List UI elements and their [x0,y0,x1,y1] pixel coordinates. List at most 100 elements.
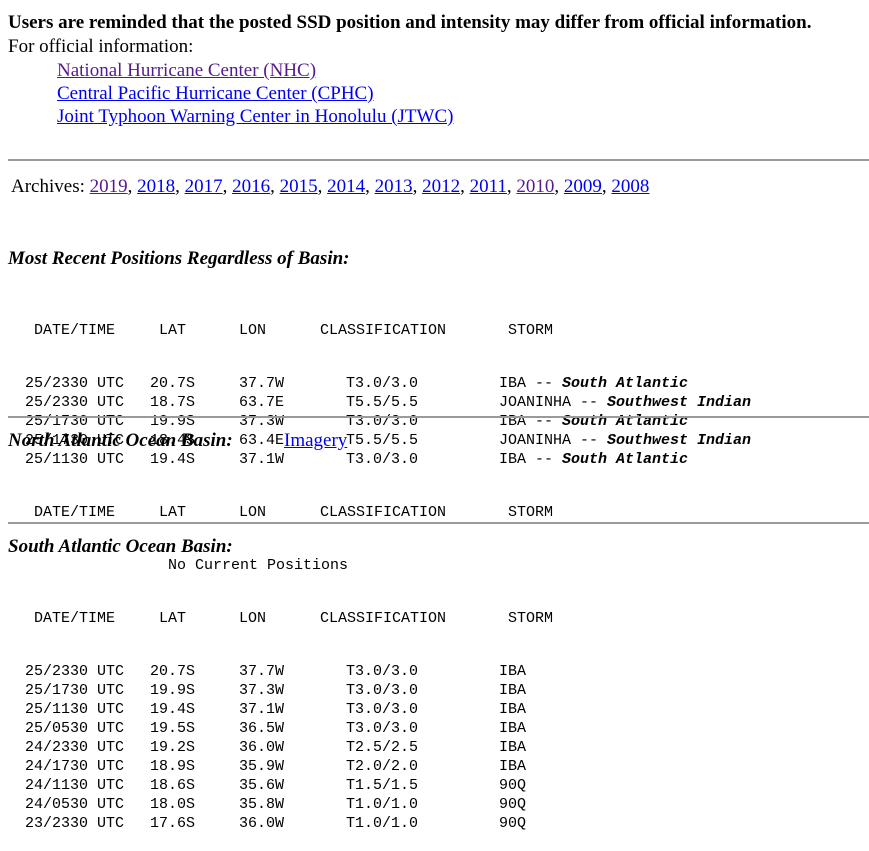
storm-name: 90Q [499,796,527,813]
archive-year-link[interactable]: 2012 [422,176,461,197]
classification-cell: T3.0/3.0 [346,682,419,699]
col-lon-header: LON [239,610,267,627]
datetime-cell: 25/0530 UTC [25,720,125,737]
imagery-link[interactable]: Imagery [284,430,348,451]
lat-cell: 19.2S [150,739,196,756]
lat-cell: 18.9S [150,758,196,775]
classification-cell: T2.5/2.5 [346,739,419,756]
archive-year-link[interactable]: 2015 [279,176,318,197]
col-datetime-header: DATE/TIME [34,610,116,627]
classification-cell: T3.0/3.0 [346,375,419,392]
table-row: 25/1730 UTC 18.4S 63.4E T5.5/5.5 JOANINHA --… [0,432,751,451]
jtwc-link[interactable]: Joint Typhoon Warning Center in Honolulu… [57,106,454,127]
col-classification-header: CLASSIFICATION [320,610,447,627]
archive-year-link[interactable]: 2014 [327,176,366,197]
storm-cell: 90Q [499,777,526,794]
lon-cell: 35.9W [239,758,285,775]
col-lon-header: LON [239,504,267,521]
storm-basin: Southwest Indian [607,394,752,411]
archive-year-link[interactable]: 2009 [563,176,602,197]
lat-cell: 18.4S [150,432,196,449]
lat-cell: 19.4S [150,451,196,468]
no-positions-text: No Current Positions [168,557,349,574]
nhc-link[interactable]: National Hurricane Center (NHC) [57,60,317,81]
storm-basin: South Atlantic [562,451,689,468]
lat-cell: 19.9S [150,682,196,699]
datetime-cell: 25/2330 UTC [25,663,125,680]
col-storm-header: STORM [508,322,554,339]
lon-cell: 63.7E [239,394,285,411]
archive-year-link[interactable]: 2011 [469,176,507,197]
storm-name: IBA [499,451,527,468]
recent-positions-title: Most Recent Positions Regardless of Basi… [8,248,350,269]
storm-cell: IBA [499,682,526,699]
table-row: 24/0530 UTC 18.0S 35.8W T1.0/1.0 90Q [0,796,526,815]
datetime-cell: 25/1730 UTC [25,432,125,449]
lat-cell: 18.7S [150,394,196,411]
classification-cell: T3.0/3.0 [346,701,419,718]
storm-name: 90Q [499,815,527,832]
col-lat-header: LAT [159,504,187,521]
lat-cell: 20.7S [150,375,196,392]
table-row: 24/2330 UTC 19.2S 36.0W T2.5/2.5 IBA [0,739,526,758]
classification-cell: T5.5/5.5 [346,432,419,449]
archive-year-link[interactable]: 2019 [89,176,128,197]
archive-year-link[interactable]: 2013 [374,176,413,197]
lon-cell: 37.1W [239,701,285,718]
lat-cell: 18.0S [150,796,196,813]
lon-cell: 36.5W [239,720,285,737]
lat-cell: 17.6S [150,815,196,832]
storm-name: JOANINHA [499,394,572,411]
divider [8,522,869,524]
storm-cell: IBA [499,701,526,718]
table-row: 24/1730 UTC 18.9S 35.9W T2.0/2.0 IBA [0,758,526,777]
archive-year-link[interactable]: 2008 [611,176,650,197]
storm-name: IBA [499,758,527,775]
table-row: 23/2330 UTC 17.6S 36.0W T1.0/1.0 90Q [0,815,526,834]
storm-cell: JOANINHA -- Southwest Indian [499,394,751,411]
storm-cell: 90Q [499,796,526,813]
lon-cell: 35.8W [239,796,285,813]
col-datetime-header: DATE/TIME [34,322,116,339]
archive-year-link[interactable]: 2010 [516,176,555,197]
classification-cell: T1.0/1.0 [346,796,419,813]
table-row: 25/2330 UTC 20.7S 37.7W T3.0/3.0 IBA -- Sout… [0,375,688,394]
classification-cell: T3.0/3.0 [346,720,419,737]
storm-name: IBA [499,739,527,756]
datetime-cell: 23/2330 UTC [25,815,125,832]
col-storm-header: STORM [508,504,554,521]
lon-cell: 36.0W [239,815,285,832]
storm-cell: IBA [499,758,526,775]
datetime-cell: 24/2330 UTC [25,739,125,756]
storm-separator: -- [526,451,563,468]
storm-basin: Southwest Indian [607,432,752,449]
col-classification-header: CLASSIFICATION [320,504,447,521]
storm-cell: IBA [499,663,526,680]
table-row: 25/0530 UTC 19.5S 36.5W T3.0/3.0 IBA [0,720,526,739]
table-row: 24/1130 UTC 18.6S 35.6W T1.5/1.5 90Q [0,777,526,796]
storm-separator: -- [571,432,608,449]
storm-cell: IBA [499,739,526,756]
archive-year-link[interactable]: 2016 [232,176,271,197]
table-row: 25/1730 UTC 19.9S 37.3W T3.0/3.0 IBA [0,682,526,701]
col-classification-header: CLASSIFICATION [320,322,447,339]
datetime-cell: 25/2330 UTC [25,375,125,392]
lon-cell: 37.3W [239,682,285,699]
archive-year-link[interactable]: 2018 [137,176,176,197]
classification-cell: T3.0/3.0 [346,663,419,680]
archive-year-link[interactable]: 2017 [184,176,223,197]
divider [8,416,869,418]
lon-cell: 37.7W [239,663,285,680]
table-row: 25/1130 UTC 19.4S 37.1W T3.0/3.0 IBA [0,701,526,720]
south-atlantic-table: DATE/TIME LAT LON CLASSIFICATION STORM 2… [0,576,553,851]
lon-cell: 63.4E [239,432,285,449]
lat-cell: 18.6S [150,777,196,794]
archives-bar: Archives: 2019, 2018, 2017, 2016, 2015, … [11,176,650,197]
cphc-link[interactable]: Central Pacific Hurricane Center (CPHC) [57,83,374,104]
storm-cell: IBA -- South Atlantic [499,451,688,468]
table-row: 25/1130 UTC 19.4S 37.1W T3.0/3.0 IBA -- Sout… [0,451,688,470]
datetime-cell: 24/0530 UTC [25,796,125,813]
storm-cell: 90Q [499,815,526,832]
lat-cell: 19.5S [150,720,196,737]
table-header: DATE/TIME LAT LON CLASSIFICATION STORM [0,504,553,523]
